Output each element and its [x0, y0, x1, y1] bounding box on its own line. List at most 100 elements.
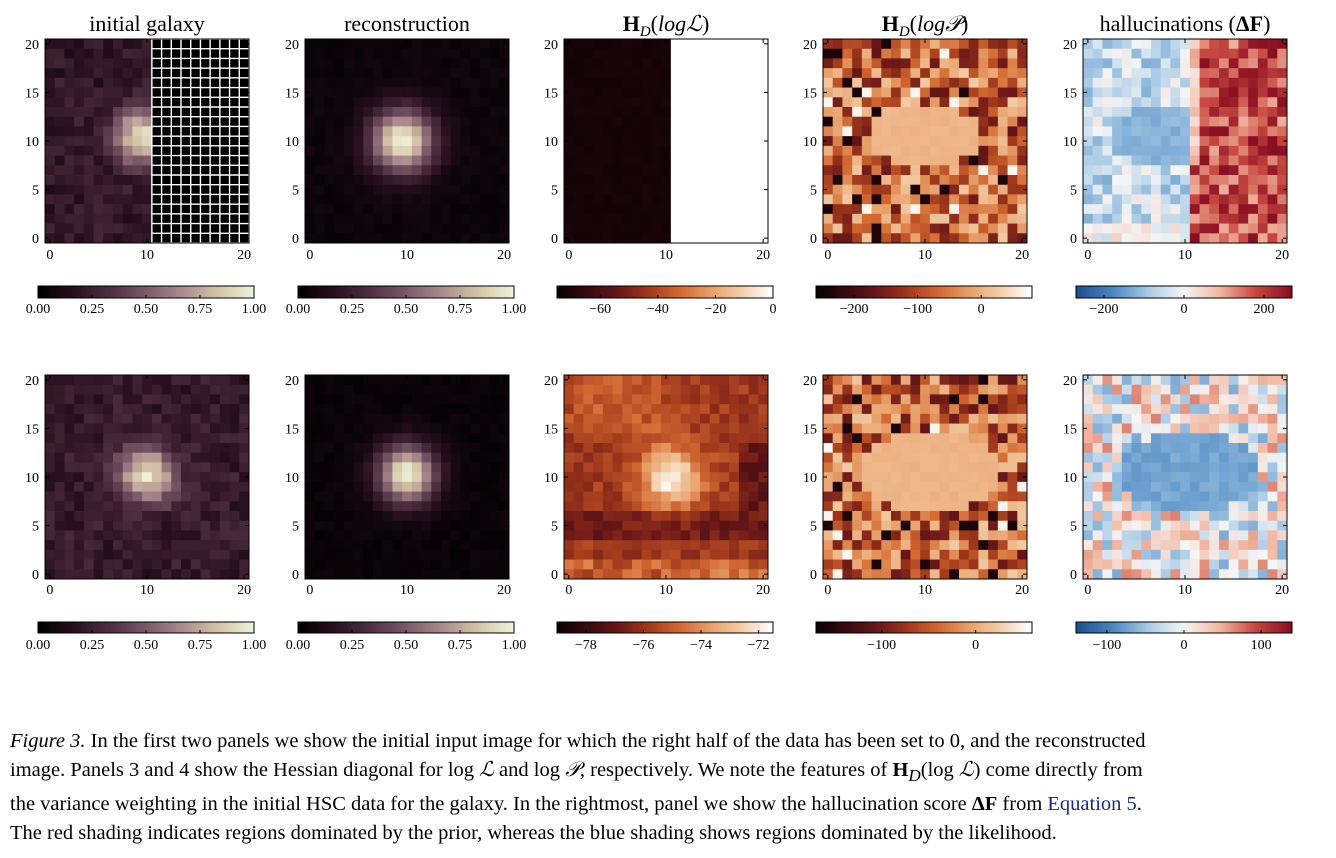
heatmap-cell: [181, 97, 192, 108]
heatmap-cell: [861, 375, 872, 386]
heatmap-cell: [719, 145, 730, 156]
heatmap-cell: [334, 68, 345, 79]
colorbar-step: [654, 622, 658, 633]
heatmap-cell: [200, 116, 211, 127]
colorbar-step: [702, 286, 706, 298]
heatmap-cell: [823, 375, 834, 386]
heatmap-cell: [564, 569, 575, 580]
heatmap-cell: [171, 107, 182, 118]
colorbar-step: [235, 622, 239, 633]
heatmap-cell: [842, 194, 853, 205]
heatmap-cell: [758, 491, 769, 502]
colorbar-step: [856, 622, 860, 633]
heatmap-cell: [373, 443, 384, 454]
heatmap-cell: [719, 165, 730, 176]
heatmap-cell: [632, 39, 643, 50]
heatmap-cell: [959, 549, 970, 560]
heatmap-cell: [113, 116, 124, 127]
heatmap-cell: [670, 126, 681, 137]
heatmap-cell: [151, 413, 162, 424]
heatmap-cell: [200, 501, 211, 512]
heatmap-cell: [392, 145, 403, 156]
heatmap-cell: [411, 58, 422, 69]
heatmap-cell: [670, 213, 681, 224]
colorbar-step: [59, 286, 63, 298]
heatmap-cell: [353, 491, 364, 502]
colorbar-step: [319, 286, 323, 298]
heatmap-cell: [861, 204, 872, 215]
heatmap-cell: [181, 491, 192, 502]
heatmap-cell: [968, 375, 979, 386]
heatmap-cell: [949, 462, 960, 473]
heatmap-cell: [612, 423, 623, 434]
colorbar-step: [473, 286, 477, 298]
heatmap-cell: [612, 501, 623, 512]
heatmap-cell: [583, 97, 594, 108]
heatmap-cell: [842, 145, 853, 156]
heatmap-cell: [470, 530, 481, 541]
heatmap-cell: [305, 549, 316, 560]
heatmap-cell: [1199, 165, 1210, 176]
heatmap-cell: [871, 559, 882, 570]
colorbar-tick-label: 0.25: [80, 638, 105, 653]
heatmap-cell: [151, 58, 162, 69]
heatmap-cell: [632, 433, 643, 444]
colorbar-step: [478, 622, 483, 633]
heatmap-cell: [920, 68, 931, 79]
heatmap-cell: [573, 145, 584, 156]
heatmap-cell: [1277, 58, 1288, 69]
heatmap-cell: [651, 136, 662, 147]
heatmap-cell: [402, 213, 413, 224]
colorbar-step: [462, 286, 466, 298]
heatmap-cell: [74, 404, 85, 415]
heatmap-cell: [641, 194, 652, 205]
heatmap-cell: [353, 184, 364, 195]
heatmap-cell: [920, 39, 931, 50]
heatmap-cell: [1083, 48, 1094, 59]
heatmap-cell: [200, 559, 211, 570]
heatmap-cell: [929, 443, 940, 454]
heatmap-cell: [489, 97, 500, 108]
heatmap-cell: [314, 68, 325, 79]
heatmap-cell: [823, 48, 834, 59]
heatmap-cell: [593, 165, 604, 176]
heatmap-cell: [670, 223, 681, 234]
heatmap-cell: [229, 165, 240, 176]
heatmap-cell: [421, 452, 432, 463]
heatmap-cell: [700, 175, 711, 186]
colorbar-step: [575, 286, 580, 298]
heatmap-cell: [229, 520, 240, 531]
heatmap-cell: [1092, 194, 1103, 205]
panel-title: reconstruction: [344, 11, 470, 36]
heatmap-cell: [978, 559, 989, 570]
heatmap-cell: [632, 472, 643, 483]
heatmap-cell: [939, 443, 950, 454]
heatmap-cell: [431, 423, 442, 434]
heatmap-cell: [891, 175, 902, 186]
heatmap-cell: [881, 184, 892, 195]
colorbar-step: [75, 286, 79, 298]
heatmap-cell: [479, 39, 490, 50]
heatmap-cell: [920, 107, 931, 118]
heatmap-cell: [891, 384, 902, 395]
colorbar-step: [497, 286, 501, 298]
heatmap-cell: [573, 58, 584, 69]
colorbar-step: [988, 286, 992, 298]
heatmap-cell: [499, 175, 510, 186]
heatmap-cell: [219, 194, 230, 205]
heatmap-cell: [181, 452, 192, 463]
colorbar-step: [403, 622, 407, 633]
heatmap-cell: [421, 87, 432, 98]
heatmap-cell: [314, 107, 325, 118]
heatmap-cell: [382, 97, 393, 108]
heatmap-cell: [353, 443, 364, 454]
heatmap-cell: [949, 68, 960, 79]
heatmap-cell: [968, 116, 979, 127]
heatmap-cell: [997, 97, 1008, 108]
colorbar-step: [921, 286, 925, 298]
heatmap-cell: [920, 145, 931, 156]
heatmap-cell: [324, 213, 335, 224]
heatmap-cell: [151, 404, 162, 415]
heatmap-cell: [373, 472, 384, 483]
heatmap-cell: [564, 452, 575, 463]
